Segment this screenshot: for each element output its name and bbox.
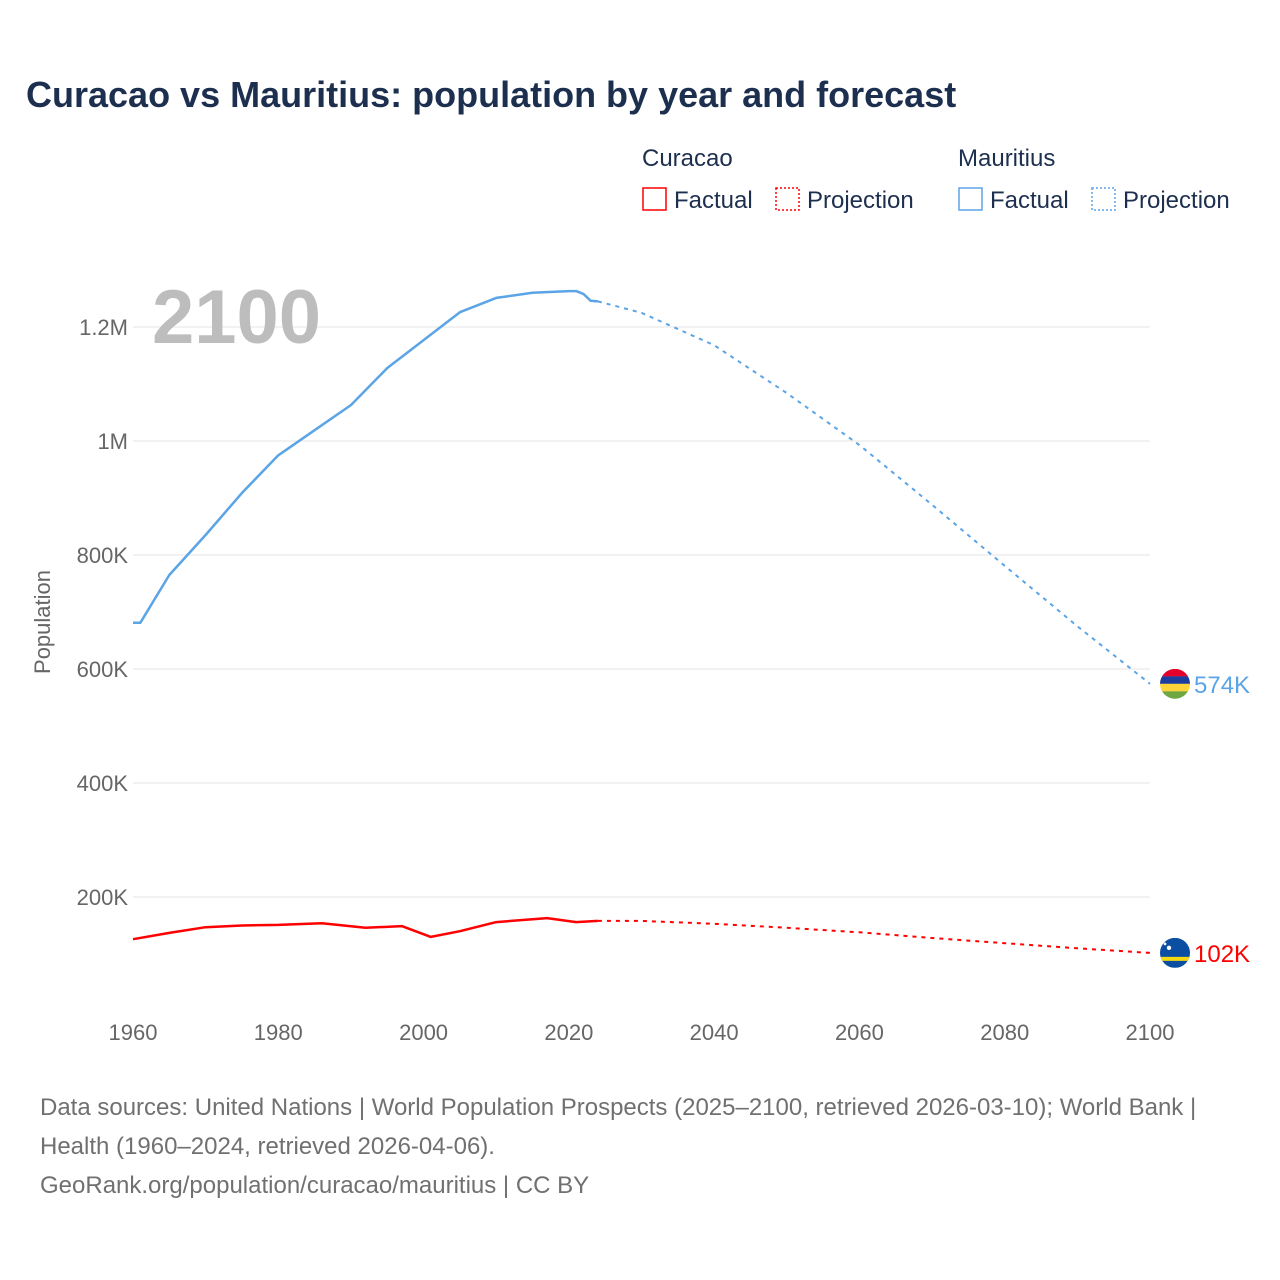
curacao-end-label: 102K	[1194, 941, 1250, 968]
curacao-factual-swatch	[642, 187, 667, 211]
mauritius-factual-line	[133, 289, 599, 625]
chart-title: Curacao vs Mauritius: population by year…	[26, 74, 957, 115]
y-tick-label: 600K	[77, 657, 129, 682]
mauritius-projection-swatch	[1091, 187, 1116, 211]
curacao-legend-projection: Projection	[807, 187, 914, 214]
x-tick-label: 2060	[835, 1020, 884, 1045]
x-tick-label: 2020	[544, 1020, 593, 1045]
flag-stripe	[1160, 683, 1190, 692]
curacao-legend-title: Curacao	[642, 145, 733, 172]
y-axis-label: Population	[30, 570, 55, 674]
x-tick-label: 2100	[1126, 1020, 1175, 1045]
y-tick-label: 1.2M	[79, 315, 128, 340]
x-tick-label: 2000	[399, 1020, 448, 1045]
flag-star	[1166, 945, 1172, 951]
mauritius-legend-projection: Projection	[1123, 187, 1230, 214]
curacao-legend-factual: Factual	[674, 187, 753, 214]
mauritius-factual-swatch	[958, 187, 983, 211]
mauritius-end-label: 574K	[1194, 672, 1250, 699]
curacao-projection-swatch	[775, 187, 800, 211]
y-tick-label: 200K	[77, 885, 129, 910]
flag-stripe	[1160, 691, 1190, 699]
flag-star	[1163, 942, 1167, 946]
curacao-factual-line	[132, 916, 598, 941]
curacao-flag-icon	[1160, 937, 1190, 968]
y-tick-label: 400K	[77, 771, 129, 796]
mauritius-projection-line	[597, 300, 1151, 685]
x-tick-label: 2080	[980, 1020, 1029, 1045]
flag-stripe	[1160, 676, 1190, 684]
flag-stripe	[1160, 668, 1190, 677]
mauritius-flag-icon	[1160, 668, 1190, 699]
curacao-projection-line	[597, 919, 1151, 954]
data-sources: Data sources: United Nations | World Pop…	[40, 1094, 1197, 1160]
y-tick-label: 800K	[77, 543, 129, 568]
y-tick-label: 1M	[97, 429, 128, 454]
x-tick-label: 1960	[109, 1020, 158, 1045]
mauritius-legend-factual: Factual	[990, 187, 1069, 214]
source-link[interactable]: GeoRank.org/population/curacao/mauritius…	[40, 1172, 590, 1199]
year-label: 2100	[152, 275, 321, 360]
footer: Data sources: United Nations | World Pop…	[40, 1088, 1240, 1205]
mauritius-legend-title: Mauritius	[958, 145, 1055, 172]
flag-stripe	[1160, 956, 1190, 961]
x-tick-label: 1980	[254, 1020, 303, 1045]
flag-field	[1160, 937, 1190, 968]
x-tick-label: 2040	[690, 1020, 739, 1045]
